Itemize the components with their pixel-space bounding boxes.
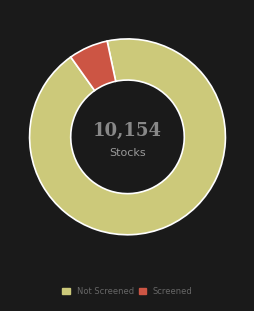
Text: Stocks: Stocks bbox=[109, 147, 145, 157]
Wedge shape bbox=[71, 41, 115, 91]
Text: 10,154: 10,154 bbox=[93, 122, 161, 140]
Wedge shape bbox=[29, 39, 225, 235]
Legend: Not Screened, Screened: Not Screened, Screened bbox=[59, 283, 195, 299]
